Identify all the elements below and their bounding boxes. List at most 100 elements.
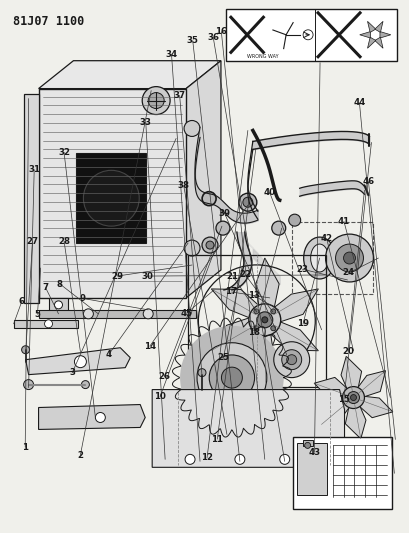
Text: 25: 25 — [217, 353, 229, 362]
Circle shape — [342, 386, 364, 408]
Polygon shape — [313, 377, 348, 399]
Circle shape — [238, 193, 256, 211]
Polygon shape — [321, 398, 350, 424]
Circle shape — [24, 379, 34, 390]
Circle shape — [253, 326, 258, 331]
FancyBboxPatch shape — [296, 443, 326, 495]
Circle shape — [273, 342, 309, 377]
Polygon shape — [13, 320, 78, 328]
Text: 13: 13 — [247, 291, 259, 300]
Text: 16: 16 — [215, 27, 227, 36]
Circle shape — [22, 346, 29, 354]
Circle shape — [143, 309, 153, 319]
Circle shape — [216, 221, 229, 235]
Polygon shape — [38, 88, 186, 298]
Circle shape — [205, 241, 213, 249]
Text: 11: 11 — [211, 434, 223, 443]
Text: 44: 44 — [353, 99, 365, 107]
Polygon shape — [355, 370, 384, 397]
Text: 8: 8 — [57, 279, 63, 288]
Text: 30: 30 — [141, 271, 153, 280]
Circle shape — [304, 442, 310, 448]
Circle shape — [184, 240, 200, 256]
Circle shape — [234, 454, 244, 464]
Circle shape — [81, 381, 89, 389]
Circle shape — [286, 354, 296, 365]
Text: 19: 19 — [297, 319, 308, 328]
Text: 34: 34 — [165, 50, 177, 59]
Circle shape — [221, 367, 242, 388]
Polygon shape — [357, 396, 392, 418]
Circle shape — [347, 392, 359, 403]
Text: 38: 38 — [178, 181, 189, 190]
Polygon shape — [250, 330, 273, 382]
Circle shape — [350, 394, 355, 400]
Text: 4: 4 — [106, 350, 112, 359]
Text: 2: 2 — [77, 450, 83, 459]
Text: 39: 39 — [218, 209, 230, 218]
Circle shape — [248, 304, 280, 336]
Text: 81J07 1100: 81J07 1100 — [13, 15, 84, 28]
Text: 33: 33 — [139, 117, 151, 126]
Text: 35: 35 — [187, 36, 198, 45]
Circle shape — [281, 350, 301, 370]
FancyBboxPatch shape — [225, 9, 396, 61]
Circle shape — [202, 192, 216, 206]
Text: 21: 21 — [226, 271, 238, 280]
Circle shape — [45, 320, 52, 328]
Text: 36: 36 — [207, 33, 219, 42]
Polygon shape — [25, 348, 130, 375]
Polygon shape — [270, 289, 317, 322]
Text: 42: 42 — [320, 235, 332, 244]
Circle shape — [279, 454, 289, 464]
Polygon shape — [38, 61, 220, 88]
Polygon shape — [186, 61, 220, 298]
Circle shape — [256, 312, 272, 328]
Ellipse shape — [303, 237, 335, 279]
Text: 28: 28 — [58, 237, 70, 246]
Text: 18: 18 — [247, 328, 259, 337]
Circle shape — [95, 413, 105, 423]
Text: 10: 10 — [154, 392, 166, 401]
Text: 17: 17 — [225, 287, 237, 296]
Circle shape — [198, 369, 205, 377]
Text: 14: 14 — [144, 342, 155, 351]
Circle shape — [184, 120, 200, 136]
Polygon shape — [38, 405, 145, 430]
Polygon shape — [76, 154, 146, 243]
Polygon shape — [379, 31, 390, 38]
FancyBboxPatch shape — [302, 440, 312, 447]
Text: 6: 6 — [19, 296, 25, 305]
Polygon shape — [366, 21, 375, 33]
Ellipse shape — [310, 244, 328, 272]
Text: 7: 7 — [43, 283, 49, 292]
Text: 45: 45 — [180, 309, 192, 318]
Text: 9: 9 — [79, 294, 85, 303]
Text: 41: 41 — [337, 217, 349, 226]
Circle shape — [148, 93, 164, 109]
FancyBboxPatch shape — [292, 438, 391, 509]
Text: 32: 32 — [58, 148, 70, 157]
Text: 22: 22 — [238, 270, 250, 279]
Text: 46: 46 — [362, 177, 373, 186]
Polygon shape — [211, 317, 258, 351]
Polygon shape — [374, 21, 382, 33]
Circle shape — [335, 244, 362, 272]
Polygon shape — [38, 310, 196, 318]
Circle shape — [261, 317, 267, 323]
Circle shape — [180, 326, 283, 430]
Polygon shape — [24, 94, 38, 303]
Circle shape — [325, 234, 373, 282]
Circle shape — [270, 326, 275, 331]
Text: 20: 20 — [341, 347, 353, 356]
Text: 27: 27 — [27, 237, 38, 246]
Text: WRONG WAY: WRONG WAY — [247, 54, 278, 59]
Polygon shape — [48, 298, 68, 313]
Polygon shape — [211, 289, 260, 319]
Circle shape — [184, 454, 195, 464]
Circle shape — [83, 171, 139, 226]
Circle shape — [209, 355, 254, 400]
Polygon shape — [268, 320, 317, 351]
Text: 24: 24 — [342, 269, 354, 277]
Text: 40: 40 — [263, 188, 275, 197]
